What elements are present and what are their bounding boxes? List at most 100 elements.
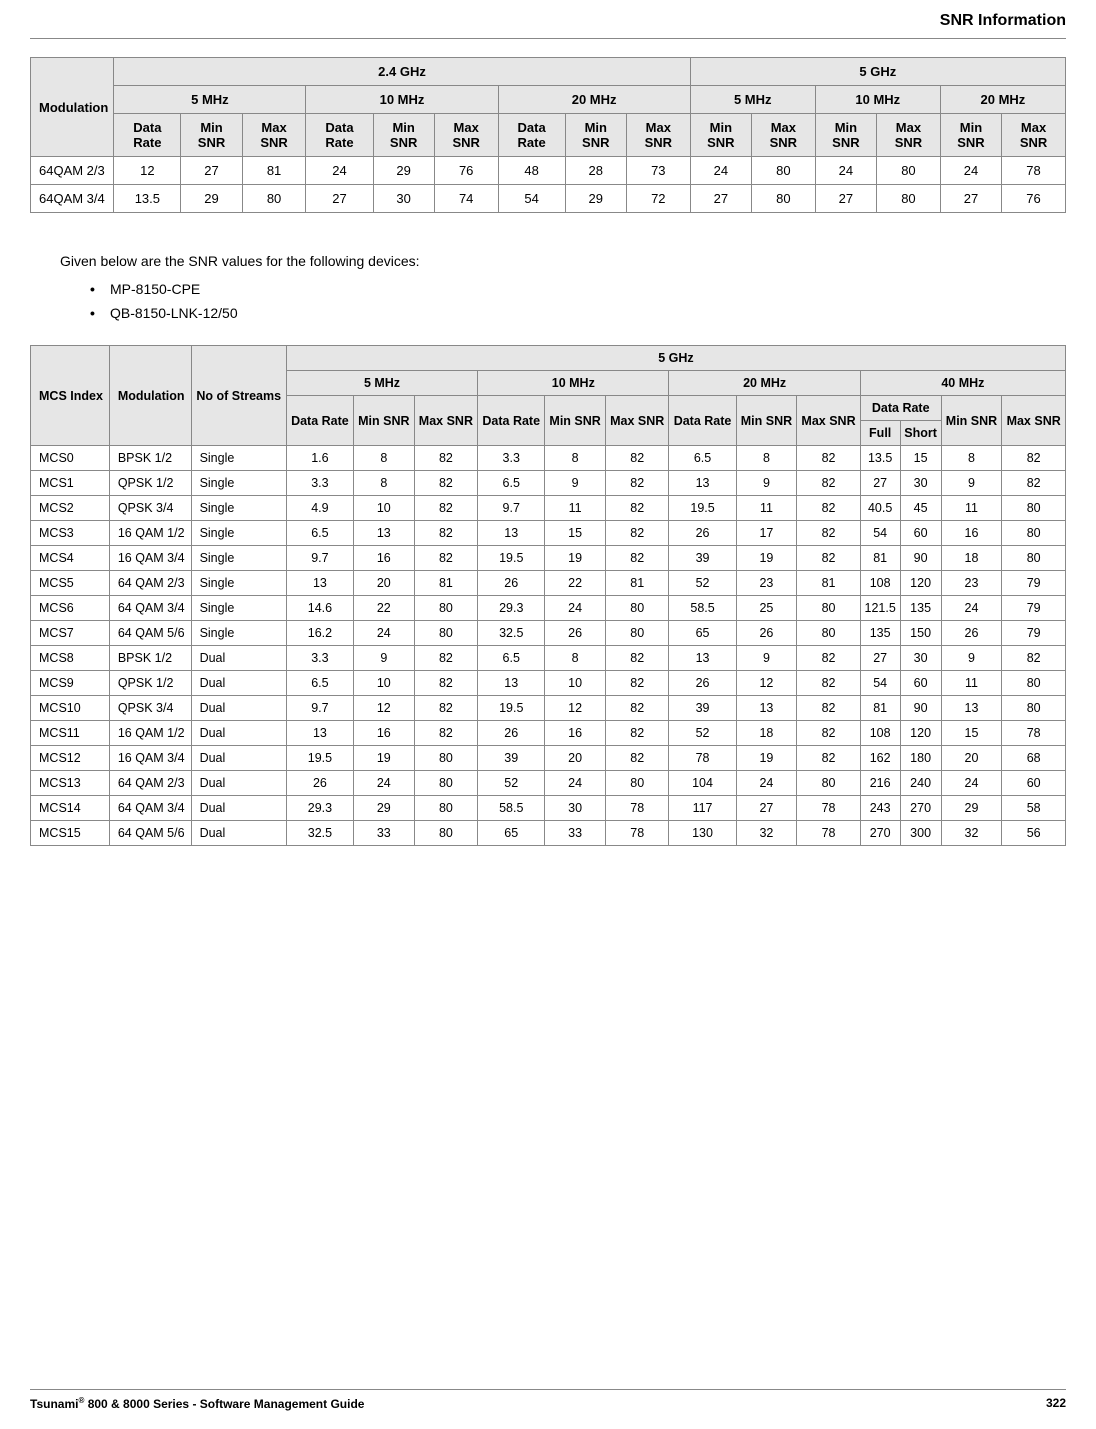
cell-value: 80 [877,185,941,213]
table-row: MCS764 QAM 5/6Single16.2248032.526806526… [31,621,1066,646]
cell-value: 27 [690,185,751,213]
col-mcs: MCS Index [31,346,110,446]
cell-value: 15 [545,521,606,546]
cell-value: 54 [498,185,565,213]
cell-value: 82 [605,446,669,471]
cell-value: 80 [1002,521,1066,546]
cell-value: 24 [940,157,1001,185]
cell-value: 82 [414,721,478,746]
cell-value: 74 [434,185,498,213]
cell-value: 80 [605,621,669,646]
cell-value: 27 [815,185,876,213]
footer-guide: 800 & 8000 Series - Software Management … [84,1397,364,1411]
cell-value: 82 [414,496,478,521]
cell-value: 13 [941,696,1002,721]
cell-value: 80 [414,771,478,796]
cell-mcs: MCS6 [31,596,110,621]
cell-modulation: 16 QAM 1/2 [109,521,191,546]
cell-value: 27 [306,185,373,213]
cell-value: 108 [860,721,900,746]
cell-value: 82 [605,546,669,571]
col-min-snr: Min SNR [690,114,751,157]
cell-value: 12 [114,157,181,185]
cell-value: 13 [478,521,545,546]
col-modulation: Modulation [31,58,114,157]
cell-value: 26 [736,621,797,646]
cell-value: 26 [545,621,606,646]
col-data-rate: Data Rate [860,396,941,421]
cell-value: 52 [669,571,736,596]
col-data-rate: Data Rate [478,396,545,446]
table-row: MCS10QPSK 3/4Dual9.7128219.5128239138281… [31,696,1066,721]
cell-mcs: MCS7 [31,621,110,646]
cell-value: 24 [354,621,415,646]
cell-value: 19 [545,546,606,571]
bw-20mhz: 20 MHz [498,86,690,114]
cell-value: 82 [605,471,669,496]
col-min-snr: Min SNR [181,114,242,157]
cell-value: 32.5 [478,621,545,646]
cell-value: 10 [354,496,415,521]
col-data-rate: Data Rate [669,396,736,446]
cell-streams: Dual [191,796,286,821]
cell-value: 240 [900,771,941,796]
cell-value: 80 [751,185,815,213]
cell-value: 120 [900,721,941,746]
cell-value: 78 [1002,157,1066,185]
cell-value: 11 [941,671,1002,696]
cell-value: 78 [605,796,669,821]
cell-value: 8 [736,446,797,471]
cell-value: 13 [669,646,736,671]
page-footer: Tsunami® 800 & 8000 Series - Software Ma… [30,1389,1066,1411]
cell-value: 82 [414,521,478,546]
cell-streams: Single [191,596,286,621]
cell-value: 82 [797,746,861,771]
col-data-rate: Data Rate [498,114,565,157]
cell-streams: Dual [191,746,286,771]
cell-value: 8 [545,446,606,471]
cell-modulation: 64QAM 2/3 [31,157,114,185]
col-modulation: Modulation [109,346,191,446]
cell-mcs: MCS3 [31,521,110,546]
cell-value: 9.7 [286,696,353,721]
cell-value: 300 [900,821,941,846]
cell-value: 24 [736,771,797,796]
cell-streams: Single [191,571,286,596]
cell-value: 32 [736,821,797,846]
cell-modulation: 16 QAM 1/2 [109,721,191,746]
cell-value: 78 [797,796,861,821]
cell-value: 270 [900,796,941,821]
cell-value: 40.5 [860,496,900,521]
bw-20mhz: 20 MHz [669,371,860,396]
cell-value: 32.5 [286,821,353,846]
cell-value: 117 [669,796,736,821]
band-24ghz: 2.4 GHz [114,58,690,86]
cell-value: 12 [354,696,415,721]
cell-value: 82 [797,721,861,746]
cell-value: 13.5 [860,446,900,471]
cell-value: 82 [797,696,861,721]
cell-streams: Single [191,471,286,496]
cell-value: 19 [736,746,797,771]
cell-value: 18 [941,546,1002,571]
cell-value: 82 [797,446,861,471]
cell-value: 14.6 [286,596,353,621]
table-row: MCS564 QAM 2/3Single13208126228152238110… [31,571,1066,596]
cell-streams: Dual [191,646,286,671]
snr-table-2: MCS Index Modulation No of Streams 5 GHz… [30,345,1066,846]
cell-value: 28 [565,157,626,185]
cell-value: 243 [860,796,900,821]
cell-value: 79 [1002,571,1066,596]
col-min-snr: Min SNR [373,114,434,157]
cell-value: 29.3 [478,596,545,621]
cell-value: 13 [286,571,353,596]
col-data-rate: Data Rate [114,114,181,157]
cell-value: 81 [605,571,669,596]
col-max-snr: Max SNR [434,114,498,157]
cell-value: 82 [605,496,669,521]
cell-value: 81 [860,696,900,721]
cell-mcs: MCS8 [31,646,110,671]
cell-value: 33 [354,821,415,846]
cell-value: 24 [690,157,751,185]
col-streams: No of Streams [191,346,286,446]
